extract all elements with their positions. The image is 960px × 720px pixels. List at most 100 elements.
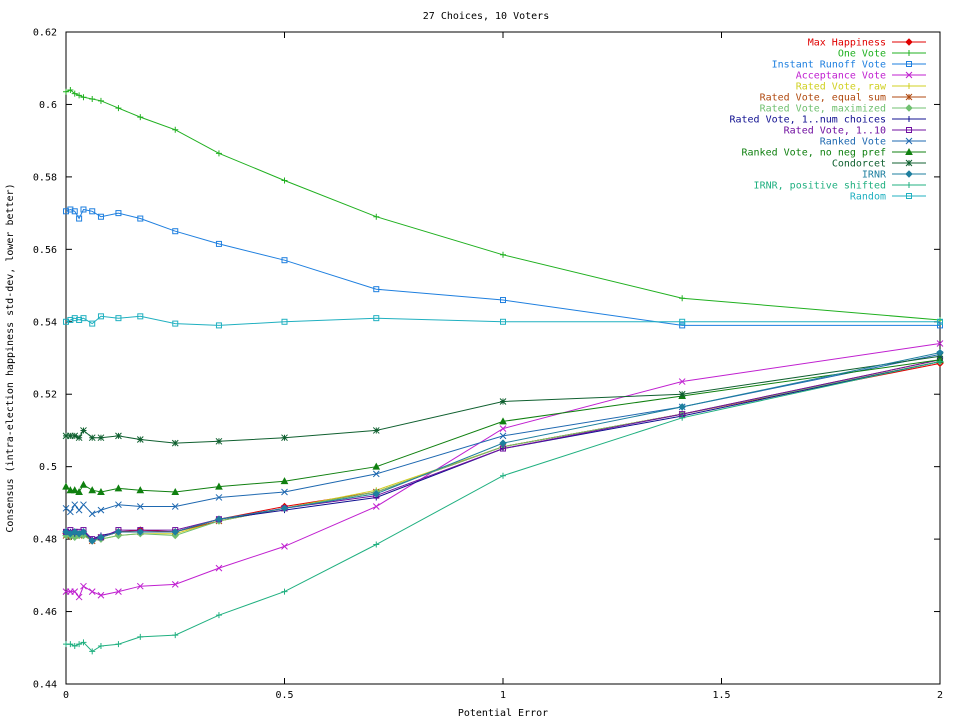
- data-point: [67, 508, 74, 516]
- data-point: [500, 318, 506, 325]
- x-axis-label: Potential Error: [458, 708, 548, 719]
- data-point: [215, 240, 222, 247]
- data-point: [76, 316, 83, 323]
- x-tick-label: 2: [937, 690, 943, 701]
- data-point: [937, 322, 943, 329]
- legend-label: Ranked Vote, no neg pref: [742, 148, 887, 159]
- data-point: [63, 88, 69, 95]
- series-line: [66, 355, 941, 444]
- data-point: [936, 348, 944, 357]
- x-tick-label: 1.5: [712, 690, 730, 701]
- data-point: [136, 503, 144, 510]
- data-point: [215, 482, 223, 490]
- data-point: [678, 403, 686, 411]
- legend-entry: Ranked Vote, no neg pref: [742, 148, 926, 159]
- x-tick-label: 0.5: [275, 690, 293, 701]
- legend-label: Instant Runoff Vote: [772, 60, 886, 71]
- data-point: [75, 487, 83, 496]
- data-point: [678, 378, 686, 385]
- data-point: [679, 318, 686, 325]
- data-point: [71, 588, 79, 595]
- data-point: [679, 295, 686, 302]
- data-point: [88, 537, 96, 545]
- data-point: [63, 318, 69, 325]
- legend-entry: Random: [850, 192, 926, 203]
- legend-label: Condorcet: [832, 159, 886, 170]
- series-irnr: [62, 348, 944, 545]
- data-point: [373, 213, 380, 220]
- data-point: [89, 648, 96, 655]
- series-line: [66, 361, 941, 653]
- data-point: [678, 390, 686, 398]
- data-point: [172, 320, 179, 327]
- data-point: [97, 213, 104, 220]
- data-point: [97, 97, 104, 104]
- data-point: [80, 315, 87, 322]
- legend-label: IRNR, positive shifted: [754, 181, 886, 192]
- legend-label: Rated Vote, 1..num choices: [729, 115, 886, 126]
- data-point: [172, 632, 179, 639]
- y-tick-label: 0.6: [39, 100, 57, 111]
- data-point: [76, 92, 83, 99]
- data-point: [499, 439, 507, 447]
- legend-label: Rated Vote, 1..10: [784, 126, 886, 137]
- data-point: [936, 340, 944, 347]
- data-point: [281, 177, 288, 184]
- legend-label: Rated Vote, equal sum: [760, 93, 886, 104]
- x-tick-label: 0: [63, 690, 69, 701]
- data-point: [136, 582, 144, 590]
- data-point: [97, 487, 105, 496]
- data-point: [97, 533, 105, 542]
- y-tick-label: 0.62: [33, 28, 57, 39]
- y-tick-label: 0.48: [33, 535, 57, 546]
- data-point: [280, 504, 289, 513]
- series-instant-runoff-vote: [63, 206, 943, 329]
- legend-label: Max Happiness: [808, 38, 886, 49]
- data-point: [215, 437, 223, 445]
- data-point: [79, 480, 88, 488]
- data-point: [70, 486, 79, 494]
- data-point: [679, 322, 686, 329]
- data-point: [281, 543, 288, 550]
- data-point: [89, 320, 96, 327]
- data-point: [89, 96, 96, 103]
- data-point: [281, 318, 288, 325]
- data-point: [115, 315, 122, 322]
- legend-label: Random: [850, 192, 886, 203]
- data-point: [215, 612, 222, 619]
- data-point: [281, 434, 288, 442]
- data-point: [906, 193, 912, 199]
- data-point: [171, 528, 179, 536]
- data-point: [114, 528, 123, 536]
- series-random: [63, 313, 943, 329]
- data-point: [372, 427, 380, 434]
- legend-entry: Rated Vote, 1..10: [784, 126, 926, 137]
- data-point: [62, 482, 70, 490]
- data-point: [373, 315, 380, 322]
- y-tick-label: 0.46: [33, 607, 57, 618]
- data-point: [97, 591, 105, 599]
- data-point: [80, 94, 87, 101]
- legend-entry: Max Happiness: [808, 38, 926, 49]
- data-point: [905, 137, 913, 145]
- data-point: [67, 316, 74, 323]
- y-tick-label: 0.44: [33, 680, 57, 691]
- data-point: [499, 398, 507, 405]
- legend-entry: Rated Vote, maximized: [760, 104, 926, 115]
- data-point: [215, 515, 223, 523]
- data-point: [137, 633, 144, 640]
- legend-entry: Acceptance Vote: [796, 71, 926, 82]
- data-point: [67, 432, 74, 440]
- data-point: [71, 315, 78, 322]
- data-point: [79, 528, 88, 536]
- series-line: [65, 359, 941, 493]
- y-tick-label: 0.54: [33, 317, 57, 328]
- data-point: [137, 114, 144, 121]
- data-point: [75, 593, 83, 601]
- data-point: [88, 510, 96, 518]
- legend-entry: Condorcet: [832, 159, 926, 170]
- data-point: [115, 588, 122, 595]
- data-point: [215, 564, 223, 572]
- data-point: [172, 126, 179, 133]
